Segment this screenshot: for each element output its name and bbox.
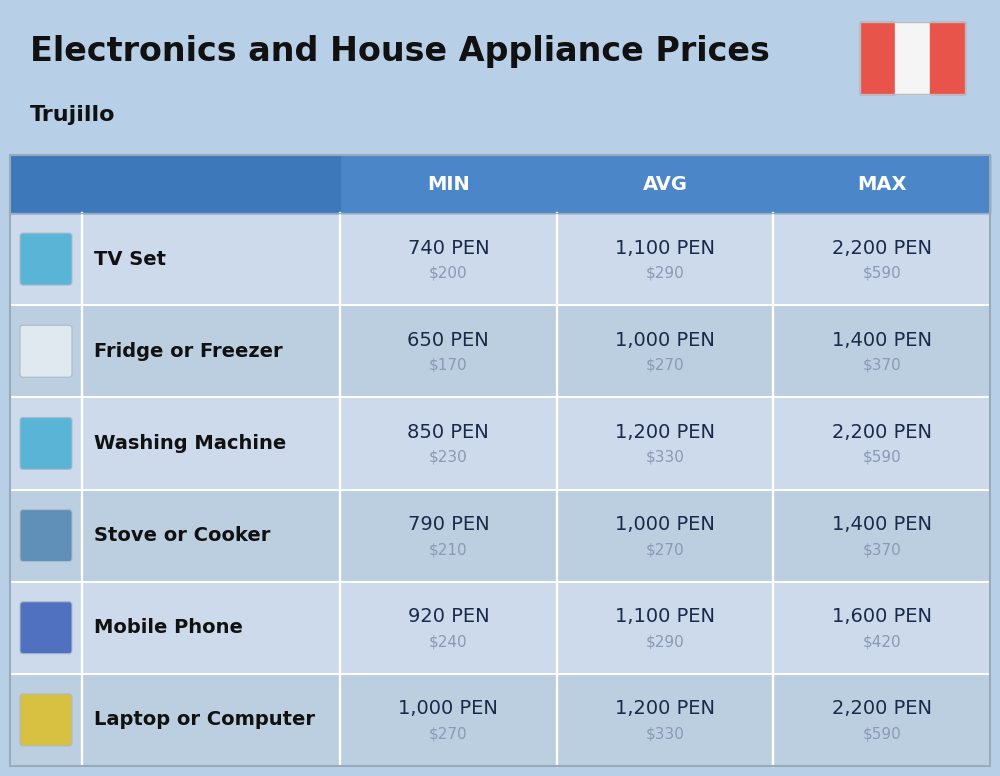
Text: Fridge or Freezer: Fridge or Freezer [94, 341, 283, 361]
Text: $330: $330 [646, 450, 684, 465]
Text: 740 PEN: 740 PEN [408, 238, 489, 258]
Text: $230: $230 [429, 450, 468, 465]
Text: 1,200 PEN: 1,200 PEN [615, 699, 715, 719]
Bar [10, 155, 990, 213]
Bar [895, 22, 930, 94]
Text: $590: $590 [862, 726, 901, 741]
Text: 1,400 PEN: 1,400 PEN [832, 331, 932, 350]
Text: 790 PEN: 790 PEN [408, 515, 489, 534]
Text: Trujillo: Trujillo [30, 105, 116, 125]
Bar [10, 397, 990, 490]
Text: Electronics and House Appliance Prices: Electronics and House Appliance Prices [30, 35, 770, 68]
Bar [10, 155, 990, 766]
FancyBboxPatch shape [20, 510, 72, 562]
Text: $420: $420 [862, 634, 901, 650]
Text: MAX: MAX [857, 175, 906, 193]
Text: $290: $290 [646, 634, 684, 650]
Text: Mobile Phone: Mobile Phone [94, 618, 243, 637]
Text: TV Set: TV Set [94, 250, 166, 268]
Text: $370: $370 [862, 542, 901, 557]
Text: 1,600 PEN: 1,600 PEN [832, 608, 932, 626]
Text: 920 PEN: 920 PEN [408, 608, 489, 626]
Bar [10, 155, 340, 213]
Text: $270: $270 [429, 726, 468, 741]
Text: $210: $210 [429, 542, 468, 557]
Text: 2,200 PEN: 2,200 PEN [832, 423, 932, 442]
Text: $590: $590 [862, 450, 901, 465]
Text: $240: $240 [429, 634, 468, 650]
Bar [860, 22, 965, 94]
Text: 2,200 PEN: 2,200 PEN [832, 699, 932, 719]
Text: 1,200 PEN: 1,200 PEN [615, 423, 715, 442]
Bar [10, 674, 990, 766]
Text: 2,200 PEN: 2,200 PEN [832, 238, 932, 258]
Text: AVG: AVG [642, 175, 688, 193]
Bar [860, 22, 895, 94]
Bar [10, 490, 990, 582]
Text: $370: $370 [862, 358, 901, 372]
Bar [930, 22, 965, 94]
Text: MIN: MIN [427, 175, 470, 193]
Text: Stove or Cooker: Stove or Cooker [94, 526, 270, 545]
Text: 850 PEN: 850 PEN [407, 423, 489, 442]
Text: $590: $590 [862, 265, 901, 281]
Text: $170: $170 [429, 358, 468, 372]
Text: $330: $330 [646, 726, 684, 741]
Text: $200: $200 [429, 265, 468, 281]
Text: Washing Machine: Washing Machine [94, 434, 286, 453]
FancyBboxPatch shape [20, 417, 72, 469]
FancyBboxPatch shape [20, 233, 72, 285]
Text: Laptop or Computer: Laptop or Computer [94, 710, 315, 729]
Text: $270: $270 [646, 358, 684, 372]
Bar [10, 582, 990, 674]
Text: 650 PEN: 650 PEN [407, 331, 489, 350]
FancyBboxPatch shape [20, 694, 72, 746]
Text: $270: $270 [646, 542, 684, 557]
FancyBboxPatch shape [20, 325, 72, 377]
Bar [10, 213, 990, 305]
Text: $290: $290 [646, 265, 684, 281]
Text: 1,000 PEN: 1,000 PEN [615, 515, 715, 534]
FancyBboxPatch shape [20, 601, 72, 653]
Text: 1,000 PEN: 1,000 PEN [615, 331, 715, 350]
Text: 1,100 PEN: 1,100 PEN [615, 238, 715, 258]
Text: 1,400 PEN: 1,400 PEN [832, 515, 932, 534]
Text: 1,100 PEN: 1,100 PEN [615, 608, 715, 626]
Text: 1,000 PEN: 1,000 PEN [398, 699, 498, 719]
Bar [10, 305, 990, 397]
